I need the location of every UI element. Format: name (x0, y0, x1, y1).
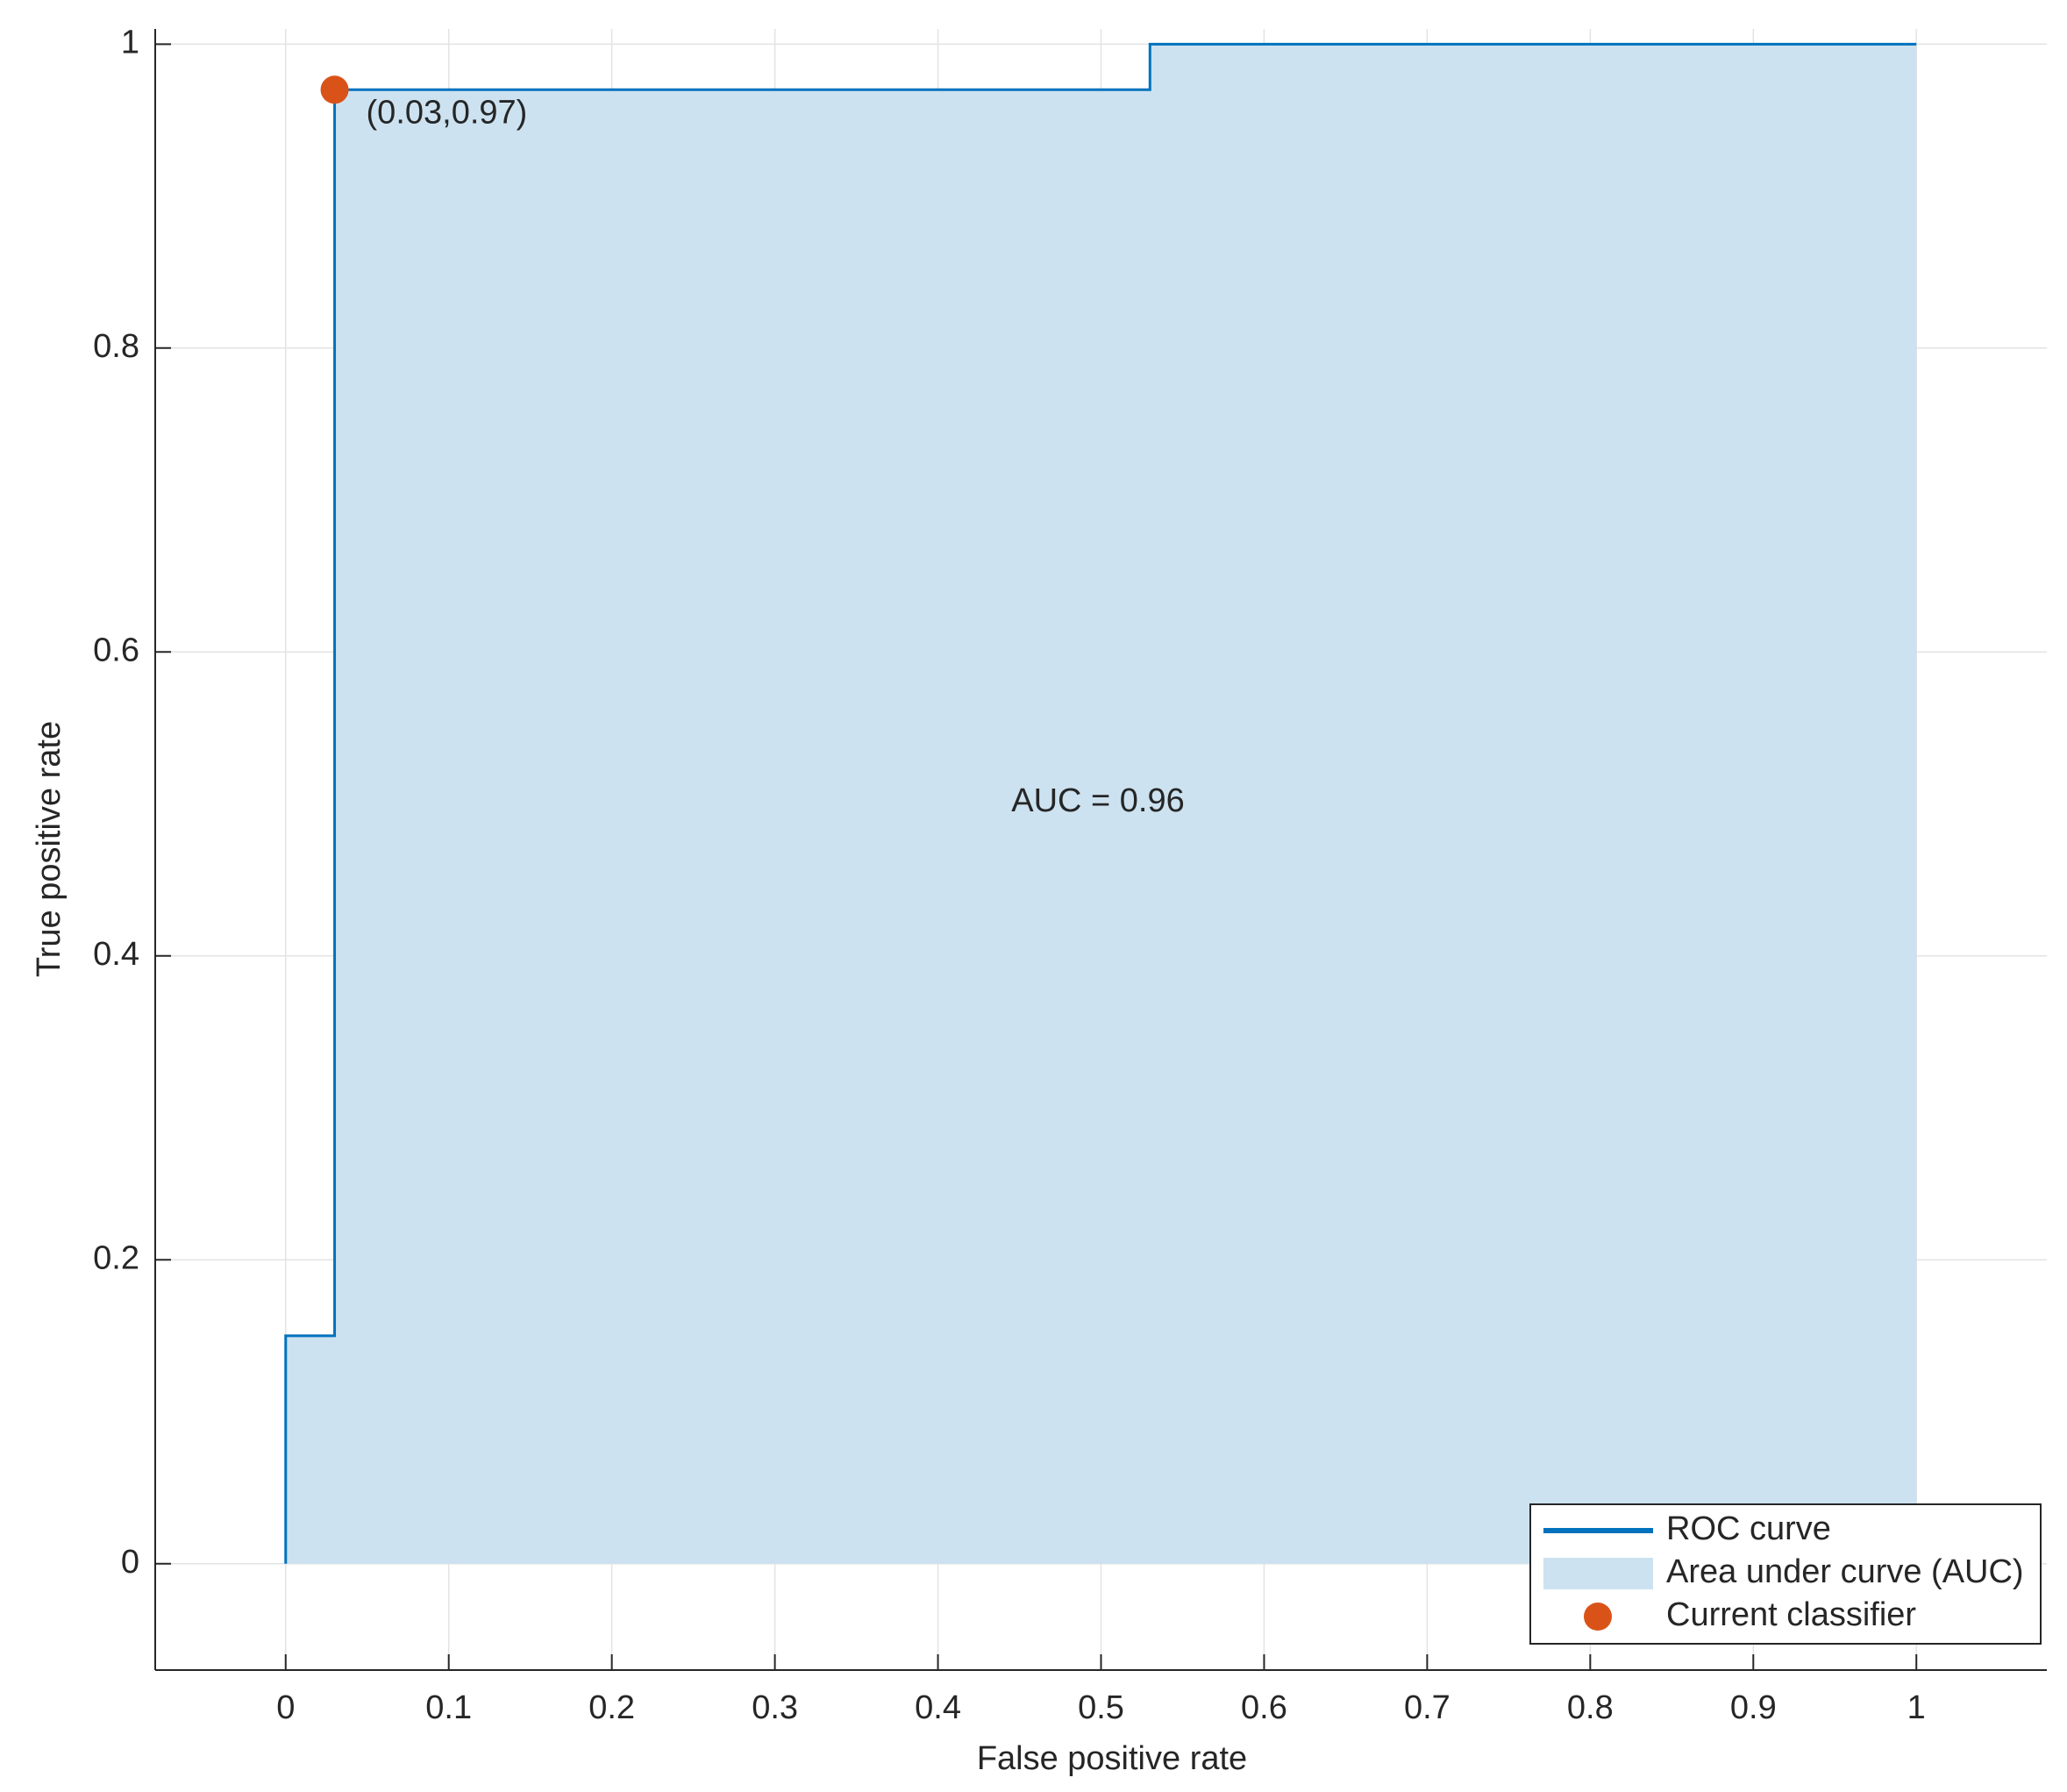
x-tick-label: 0.9 (1730, 1689, 1777, 1726)
x-tick-label: 0.4 (915, 1689, 961, 1726)
x-tick-label: 1 (1907, 1689, 1926, 1726)
x-axis-label: False positive rate (977, 1740, 1247, 1777)
x-tick-label: 0.3 (752, 1689, 798, 1726)
y-tick-label: 0 (121, 1544, 139, 1581)
x-tick-label: 0.8 (1567, 1689, 1614, 1726)
y-tick-label: 0.2 (93, 1239, 139, 1276)
legend-label: Current classifier (1666, 1596, 1916, 1633)
x-tick-label: 0.1 (425, 1689, 472, 1726)
x-tick-label: 0 (276, 1689, 295, 1726)
x-tick-label: 0.7 (1404, 1689, 1450, 1726)
auc-annotation: AUC = 0.96 (1011, 782, 1185, 819)
legend-label: ROC curve (1666, 1510, 1831, 1547)
legend-swatch (1543, 1558, 1653, 1589)
legend-swatch (1584, 1603, 1612, 1631)
y-axis-label: True positive rate (31, 721, 68, 977)
auc-area (285, 44, 1917, 1564)
legend-label: Area under curve (AUC) (1666, 1553, 2024, 1590)
y-tick-label: 0.6 (93, 632, 139, 668)
point-label: (0.03,0.97) (367, 94, 528, 131)
x-tick-label: 0.5 (1078, 1689, 1124, 1726)
y-tick-label: 1 (121, 24, 139, 61)
x-tick-label: 0.6 (1241, 1689, 1287, 1726)
classifier-point (320, 75, 349, 104)
y-tick-label: 0.8 (93, 328, 139, 365)
y-tick-label: 0.4 (93, 936, 139, 973)
x-tick-label: 0.2 (588, 1689, 635, 1726)
